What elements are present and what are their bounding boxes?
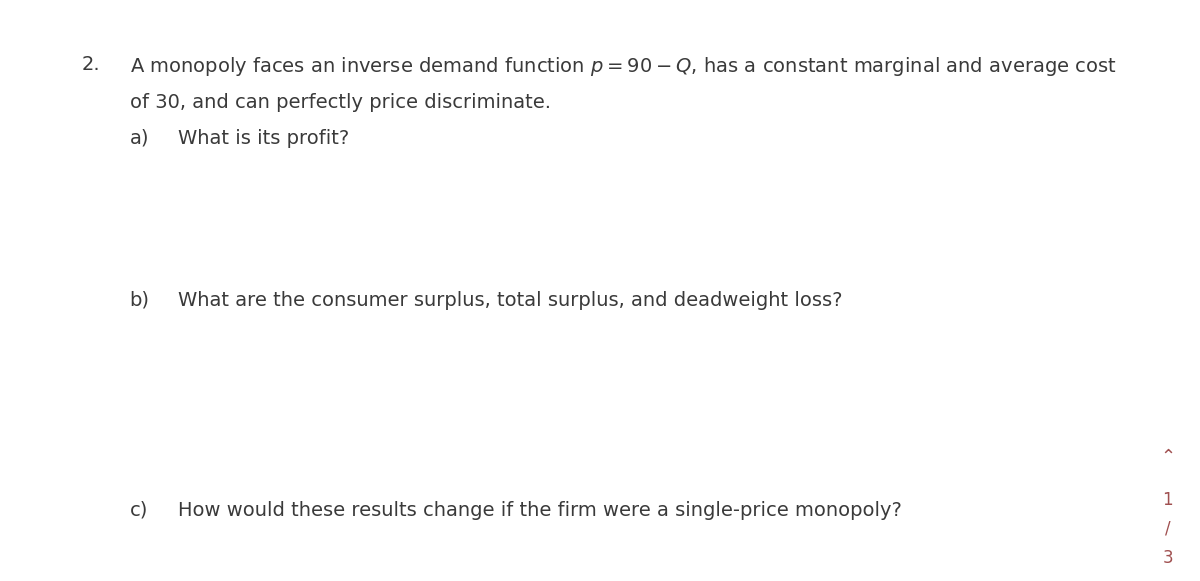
Text: 3: 3 xyxy=(1163,549,1172,567)
Text: A monopoly faces an inverse demand function $p = 90 - Q$, has a constant margina: A monopoly faces an inverse demand funct… xyxy=(130,55,1116,78)
Text: What is its profit?: What is its profit? xyxy=(178,129,349,148)
Text: 1: 1 xyxy=(1163,491,1172,509)
Text: 2.: 2. xyxy=(82,55,101,74)
Text: a): a) xyxy=(130,129,149,148)
Text: c): c) xyxy=(130,501,148,520)
Text: /: / xyxy=(1165,520,1170,538)
Text: How would these results change if the firm were a single-price monopoly?: How would these results change if the fi… xyxy=(178,501,901,520)
Text: b): b) xyxy=(130,290,150,310)
Text: of 30, and can perfectly price discriminate.: of 30, and can perfectly price discrimin… xyxy=(130,93,551,112)
Text: ⌃: ⌃ xyxy=(1160,447,1175,465)
Text: What are the consumer surplus, total surplus, and deadweight loss?: What are the consumer surplus, total sur… xyxy=(178,290,842,310)
